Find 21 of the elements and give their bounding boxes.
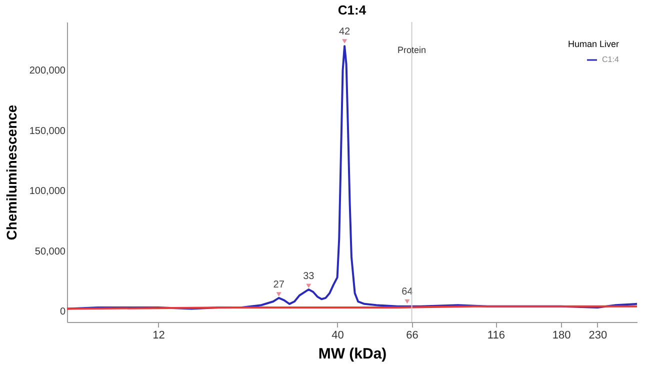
annotation: 64 — [402, 286, 414, 298]
y-axis-title: Chemiluminescence — [3, 104, 20, 240]
annotation: 27 — [273, 279, 285, 290]
y-tick-label: 150,000 — [29, 126, 66, 137]
chart-title: C1:4 — [338, 2, 367, 18]
x-tick-label: 40 — [332, 330, 344, 342]
x-tick-label: 12 — [152, 330, 165, 342]
y-tick-label: 50,000 — [34, 246, 66, 258]
legend-label: C1:4 — [602, 55, 620, 64]
x-axis-title: MW (kDa) — [318, 346, 387, 362]
legend-title: Human Liver — [568, 39, 619, 49]
x-tick-label: 230 — [588, 330, 608, 342]
x-tick-label: 116 — [487, 330, 505, 342]
annotation: 33 — [303, 270, 315, 282]
ref-line-label: Protein — [398, 45, 426, 55]
x-tick-label: 66 — [406, 330, 418, 342]
y-tick-label: 100,000 — [29, 186, 66, 198]
y-tick-label: 200,000 — [29, 66, 66, 77]
y-tick-label: 0 — [60, 306, 66, 318]
annotation: 42 — [338, 26, 351, 38]
x-tick-label: 180 — [552, 330, 571, 342]
